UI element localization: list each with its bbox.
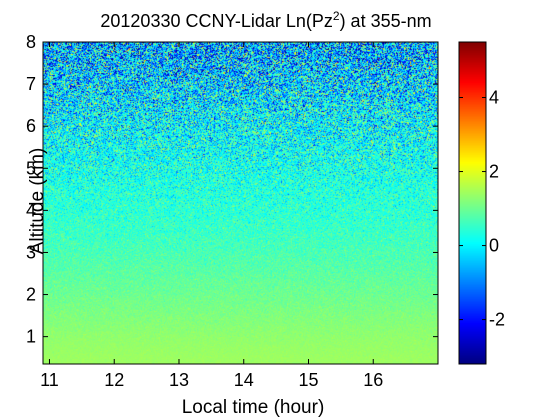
colorbar-tick-label: 4: [489, 88, 499, 108]
y-tick-label: 6: [26, 116, 36, 136]
y-tick-label: 3: [26, 242, 36, 262]
x-tick-label: 15: [298, 370, 318, 390]
x-tick-label: 13: [169, 370, 189, 390]
x-tick-label: 12: [104, 370, 124, 390]
colorbar-tick-label: 2: [489, 162, 499, 182]
y-tick-label: 4: [26, 200, 36, 220]
x-tick-label: 11: [40, 370, 59, 390]
y-tick-label: 2: [26, 285, 36, 305]
y-tick-label: 1: [26, 327, 36, 347]
x-axis-label: Local time (hour): [182, 397, 325, 418]
colorbar-tick-label: -2: [489, 310, 505, 330]
y-tick-label: 5: [26, 158, 36, 178]
x-tick-label: 16: [363, 370, 383, 390]
colorbar-frame: [458, 41, 487, 365]
heatmap-image: [43, 42, 438, 364]
y-tick-label: 8: [26, 32, 36, 52]
y-tick-label: 7: [26, 74, 36, 94]
colorbar-tick-label: 0: [489, 236, 499, 256]
x-tick-label: 14: [234, 370, 254, 390]
colorbar-image: [459, 42, 486, 364]
plot-frame: [42, 41, 439, 365]
chart-title: 20120330 CCNY-Lidar Ln(Pz2) at 355-nm: [100, 9, 431, 31]
y-axis-label: Altitude (km): [27, 148, 48, 255]
